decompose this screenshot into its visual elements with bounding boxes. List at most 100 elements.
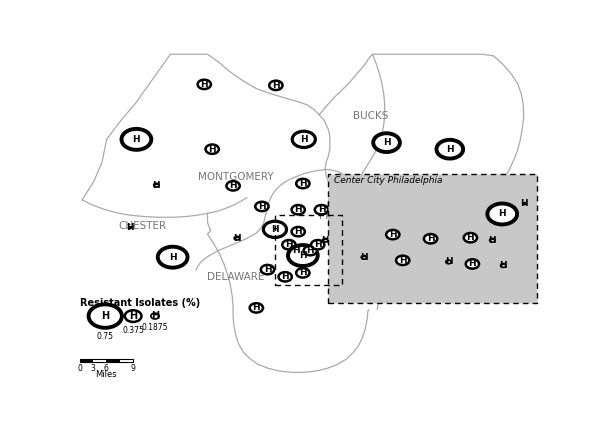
Text: Resistant Isolates (%): Resistant Isolates (%) bbox=[80, 298, 200, 308]
Text: H: H bbox=[229, 181, 237, 190]
Circle shape bbox=[424, 234, 437, 244]
Text: H: H bbox=[129, 311, 137, 321]
Circle shape bbox=[304, 246, 317, 255]
Text: 9: 9 bbox=[131, 364, 136, 373]
Text: H: H bbox=[445, 258, 452, 266]
Text: Center City Philadelphia: Center City Philadelphia bbox=[334, 176, 443, 185]
Text: 6: 6 bbox=[104, 364, 109, 373]
Text: H: H bbox=[499, 210, 506, 218]
Circle shape bbox=[125, 310, 142, 322]
Text: H: H bbox=[200, 80, 208, 89]
Circle shape bbox=[151, 313, 159, 319]
Circle shape bbox=[523, 203, 526, 204]
Text: H: H bbox=[322, 235, 329, 245]
Text: H: H bbox=[488, 236, 496, 245]
Text: H: H bbox=[271, 225, 279, 234]
Circle shape bbox=[364, 210, 377, 219]
Text: H: H bbox=[383, 138, 391, 147]
Text: H: H bbox=[233, 234, 241, 243]
Text: H: H bbox=[299, 251, 307, 260]
Text: H: H bbox=[263, 265, 271, 274]
Circle shape bbox=[361, 255, 367, 259]
Text: H: H bbox=[470, 192, 478, 201]
Text: H: H bbox=[151, 311, 159, 321]
Bar bbox=[93, 359, 106, 362]
Text: PHILADELPHIA: PHILADELPHIA bbox=[319, 211, 394, 221]
Text: H: H bbox=[367, 210, 374, 219]
Circle shape bbox=[255, 202, 269, 211]
Text: H: H bbox=[317, 205, 325, 214]
Text: H: H bbox=[101, 311, 109, 321]
Circle shape bbox=[292, 131, 316, 147]
Text: 0.1875: 0.1875 bbox=[142, 323, 168, 332]
Text: H: H bbox=[293, 246, 300, 255]
Circle shape bbox=[89, 304, 122, 328]
Text: H: H bbox=[520, 199, 528, 208]
Circle shape bbox=[472, 195, 476, 198]
Bar bbox=[80, 359, 133, 362]
Text: H: H bbox=[208, 144, 216, 154]
Circle shape bbox=[282, 240, 296, 249]
Circle shape bbox=[334, 183, 347, 193]
Text: H: H bbox=[314, 240, 322, 249]
Text: DELAWARE: DELAWARE bbox=[207, 272, 264, 282]
Circle shape bbox=[158, 246, 188, 268]
Text: H: H bbox=[399, 256, 407, 265]
Circle shape bbox=[373, 133, 400, 152]
Bar bbox=[80, 359, 133, 362]
Circle shape bbox=[154, 183, 159, 187]
Circle shape bbox=[436, 140, 463, 159]
Text: MONTGOMERY: MONTGOMERY bbox=[197, 172, 273, 182]
Text: 3: 3 bbox=[91, 364, 95, 373]
Circle shape bbox=[311, 240, 325, 249]
Circle shape bbox=[292, 205, 305, 214]
Circle shape bbox=[278, 272, 292, 281]
Circle shape bbox=[446, 260, 451, 264]
Circle shape bbox=[121, 129, 151, 150]
Text: H: H bbox=[285, 240, 293, 249]
Circle shape bbox=[396, 256, 409, 265]
Text: 0: 0 bbox=[77, 364, 82, 373]
Circle shape bbox=[288, 245, 318, 266]
Text: Miles: Miles bbox=[95, 370, 117, 379]
Text: H: H bbox=[152, 181, 160, 190]
Circle shape bbox=[234, 236, 239, 240]
Text: H: H bbox=[499, 261, 507, 270]
Circle shape bbox=[315, 205, 328, 214]
Text: H: H bbox=[360, 253, 368, 262]
Text: H: H bbox=[169, 253, 176, 262]
Text: H: H bbox=[295, 227, 302, 236]
Text: H: H bbox=[272, 81, 280, 90]
Circle shape bbox=[464, 233, 477, 242]
Text: H: H bbox=[353, 209, 361, 218]
Circle shape bbox=[128, 227, 131, 229]
Text: H: H bbox=[133, 135, 140, 144]
Text: H: H bbox=[281, 272, 289, 281]
Text: H: H bbox=[253, 303, 260, 312]
Circle shape bbox=[490, 238, 495, 242]
Circle shape bbox=[263, 221, 286, 238]
Circle shape bbox=[466, 259, 479, 269]
Circle shape bbox=[487, 204, 517, 224]
Bar bbox=[275, 215, 343, 285]
Circle shape bbox=[197, 80, 211, 89]
Circle shape bbox=[226, 181, 240, 190]
Circle shape bbox=[334, 207, 347, 217]
Circle shape bbox=[290, 246, 303, 255]
Circle shape bbox=[206, 144, 219, 154]
Text: H: H bbox=[295, 205, 302, 214]
Text: H: H bbox=[336, 207, 344, 216]
Text: H: H bbox=[446, 144, 454, 154]
Text: H: H bbox=[126, 223, 134, 232]
FancyBboxPatch shape bbox=[328, 174, 537, 303]
Text: 0.75: 0.75 bbox=[97, 332, 114, 341]
Text: H: H bbox=[427, 234, 434, 243]
Text: H: H bbox=[389, 230, 397, 239]
Circle shape bbox=[296, 179, 310, 188]
Text: H: H bbox=[258, 202, 266, 211]
Text: H: H bbox=[299, 268, 307, 278]
Circle shape bbox=[250, 303, 263, 312]
Circle shape bbox=[386, 230, 400, 239]
Text: BUCKS: BUCKS bbox=[353, 111, 388, 122]
Circle shape bbox=[323, 238, 328, 242]
